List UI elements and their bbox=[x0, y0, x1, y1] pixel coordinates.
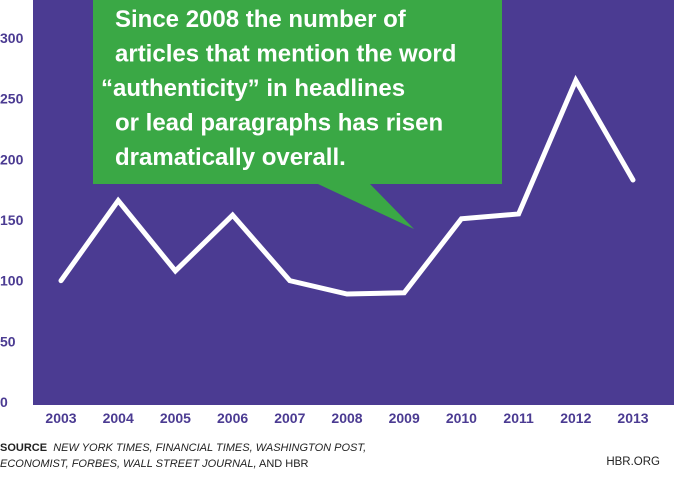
callout-line: or lead paragraphs has risen bbox=[115, 110, 443, 137]
y-tick-label: 100 bbox=[0, 273, 24, 289]
callout-line: dramatically overall. bbox=[115, 144, 346, 171]
x-tick-label: 2010 bbox=[446, 410, 477, 426]
series-line bbox=[58, 74, 636, 297]
source-note: SOURCE NEW YORK TIMES, FINANCIAL TIMES, … bbox=[0, 440, 674, 472]
source-text-line1: NEW YORK TIMES, FINANCIAL TIMES, WASHING… bbox=[53, 442, 367, 454]
x-tick-label: 2004 bbox=[103, 410, 134, 426]
source-text-line2: ECONOMIST, FORBES, WALL STREET JOURNAL, bbox=[0, 458, 257, 470]
callout-line: “authenticity” in headlines bbox=[101, 75, 405, 102]
x-tick-label: 2005 bbox=[160, 410, 191, 426]
x-tick-label: 2009 bbox=[389, 410, 420, 426]
x-tick-label: 2003 bbox=[45, 410, 76, 426]
y-tick-label: 150 bbox=[0, 212, 24, 228]
callout-line: articles that mention the word bbox=[115, 41, 456, 68]
y-tick-label: 250 bbox=[0, 91, 24, 107]
y-tick-label: 50 bbox=[0, 333, 16, 349]
callout-box bbox=[93, 0, 502, 229]
x-tick-label: 2007 bbox=[274, 410, 305, 426]
y-tick-label: 300 bbox=[0, 30, 24, 46]
y-axis-ticks: 0 50 100 150 200 250 300 bbox=[0, 30, 24, 410]
y-tick-label: 200 bbox=[0, 151, 24, 167]
x-tick-label: 2011 bbox=[503, 410, 534, 426]
x-axis-ticks: 2003 2004 2005 2006 2007 2008 2009 2010 2011 2012… bbox=[45, 410, 648, 426]
brand-label: HBR.ORG bbox=[606, 456, 660, 468]
x-tick-label: 2006 bbox=[217, 410, 248, 426]
x-tick-label: 2008 bbox=[331, 410, 362, 426]
x-tick-label: 2013 bbox=[617, 410, 648, 426]
source-text-line2-end: AND HBR bbox=[256, 458, 309, 470]
source-label: SOURCE bbox=[0, 442, 48, 454]
callout-text: Since 2008 the number of articles that me… bbox=[101, 6, 456, 171]
y-tick-label: 0 bbox=[0, 394, 8, 410]
callout: Since 2008 the number of articles that me… bbox=[93, 0, 502, 229]
callout-line: Since 2008 the number of bbox=[115, 6, 407, 33]
x-tick-label: 2012 bbox=[560, 410, 591, 426]
